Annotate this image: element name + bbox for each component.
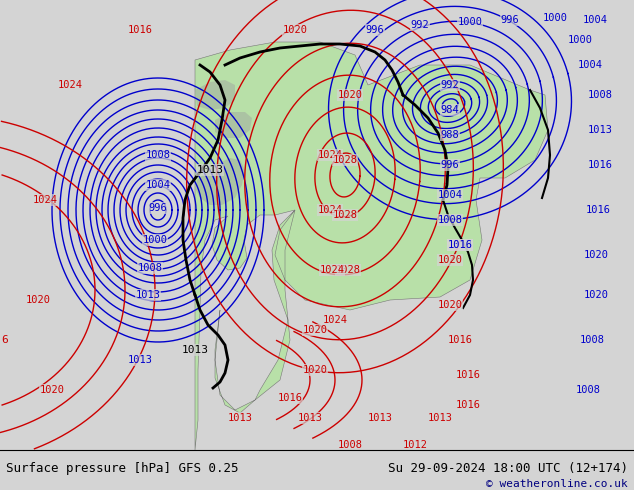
Text: 1016: 1016 <box>278 393 302 403</box>
Text: 1024: 1024 <box>32 195 58 205</box>
Text: 1020: 1020 <box>583 290 609 300</box>
Text: 1013: 1013 <box>427 413 453 423</box>
Text: 1004: 1004 <box>145 180 171 190</box>
Text: 1008: 1008 <box>145 150 171 160</box>
Text: Surface pressure [hPa] GFS 0.25: Surface pressure [hPa] GFS 0.25 <box>6 462 238 474</box>
Text: 1024: 1024 <box>320 265 344 275</box>
Text: 1020: 1020 <box>283 25 307 35</box>
Text: Su 29-09-2024 18:00 UTC (12+174): Su 29-09-2024 18:00 UTC (12+174) <box>388 462 628 474</box>
Text: 1024: 1024 <box>318 150 342 160</box>
Text: 1013: 1013 <box>297 413 323 423</box>
Text: 1016: 1016 <box>586 205 611 215</box>
Text: 1013: 1013 <box>228 413 252 423</box>
Text: 1024: 1024 <box>318 205 342 215</box>
Text: 1016: 1016 <box>588 160 612 170</box>
Polygon shape <box>215 112 252 138</box>
Text: 1013: 1013 <box>197 165 224 175</box>
Text: 1008: 1008 <box>588 90 612 100</box>
Text: 1016: 1016 <box>448 335 472 345</box>
Text: 1000: 1000 <box>458 17 482 27</box>
Text: 1004: 1004 <box>583 15 607 25</box>
Polygon shape <box>196 158 245 205</box>
Text: 992: 992 <box>411 20 429 30</box>
Text: 1008: 1008 <box>138 263 162 273</box>
Text: 1013: 1013 <box>136 290 160 300</box>
Text: 984: 984 <box>441 105 460 115</box>
Text: 1016: 1016 <box>455 400 481 410</box>
Polygon shape <box>195 80 235 110</box>
Text: 1013: 1013 <box>181 345 209 355</box>
Text: © weatheronline.co.uk: © weatheronline.co.uk <box>486 479 628 489</box>
Text: 1020: 1020 <box>302 365 328 375</box>
Text: 6: 6 <box>2 335 8 345</box>
Text: 1016: 1016 <box>455 370 481 380</box>
Text: 1008: 1008 <box>579 335 604 345</box>
Text: 1000: 1000 <box>543 13 567 23</box>
Text: 1020: 1020 <box>583 250 609 260</box>
Bar <box>0 450 634 490</box>
Text: 1013: 1013 <box>368 413 392 423</box>
Text: 1008: 1008 <box>576 385 600 395</box>
Text: 1028: 1028 <box>335 265 361 275</box>
Text: 1024: 1024 <box>323 315 347 325</box>
Text: 1024: 1024 <box>58 80 82 90</box>
Text: 1016: 1016 <box>448 240 472 250</box>
Text: 1020: 1020 <box>437 255 462 265</box>
Text: 1028: 1028 <box>332 210 358 220</box>
Text: 1004: 1004 <box>437 190 462 200</box>
Text: 1004: 1004 <box>578 60 602 70</box>
Text: 1020: 1020 <box>39 385 65 395</box>
Text: 996: 996 <box>366 25 384 35</box>
Text: 1013: 1013 <box>588 125 612 135</box>
Text: 1020: 1020 <box>437 300 462 310</box>
Text: 1008: 1008 <box>437 215 462 225</box>
Text: 1020: 1020 <box>337 90 363 100</box>
Text: 992: 992 <box>441 80 460 90</box>
Text: 1013: 1013 <box>448 240 472 250</box>
Text: 996: 996 <box>148 203 167 213</box>
Text: 1000: 1000 <box>567 35 593 45</box>
Text: 1028: 1028 <box>332 155 358 165</box>
Text: 988: 988 <box>441 130 460 140</box>
Text: 1020: 1020 <box>302 325 328 335</box>
Text: 1020: 1020 <box>25 295 51 305</box>
Text: 1016: 1016 <box>127 25 153 35</box>
Text: 1008: 1008 <box>337 440 363 450</box>
Text: 1013: 1013 <box>127 355 153 365</box>
Polygon shape <box>195 42 548 450</box>
Text: 996: 996 <box>441 160 460 170</box>
Text: 1012: 1012 <box>403 440 427 450</box>
Text: 1000: 1000 <box>143 235 167 245</box>
Text: 996: 996 <box>501 15 519 25</box>
